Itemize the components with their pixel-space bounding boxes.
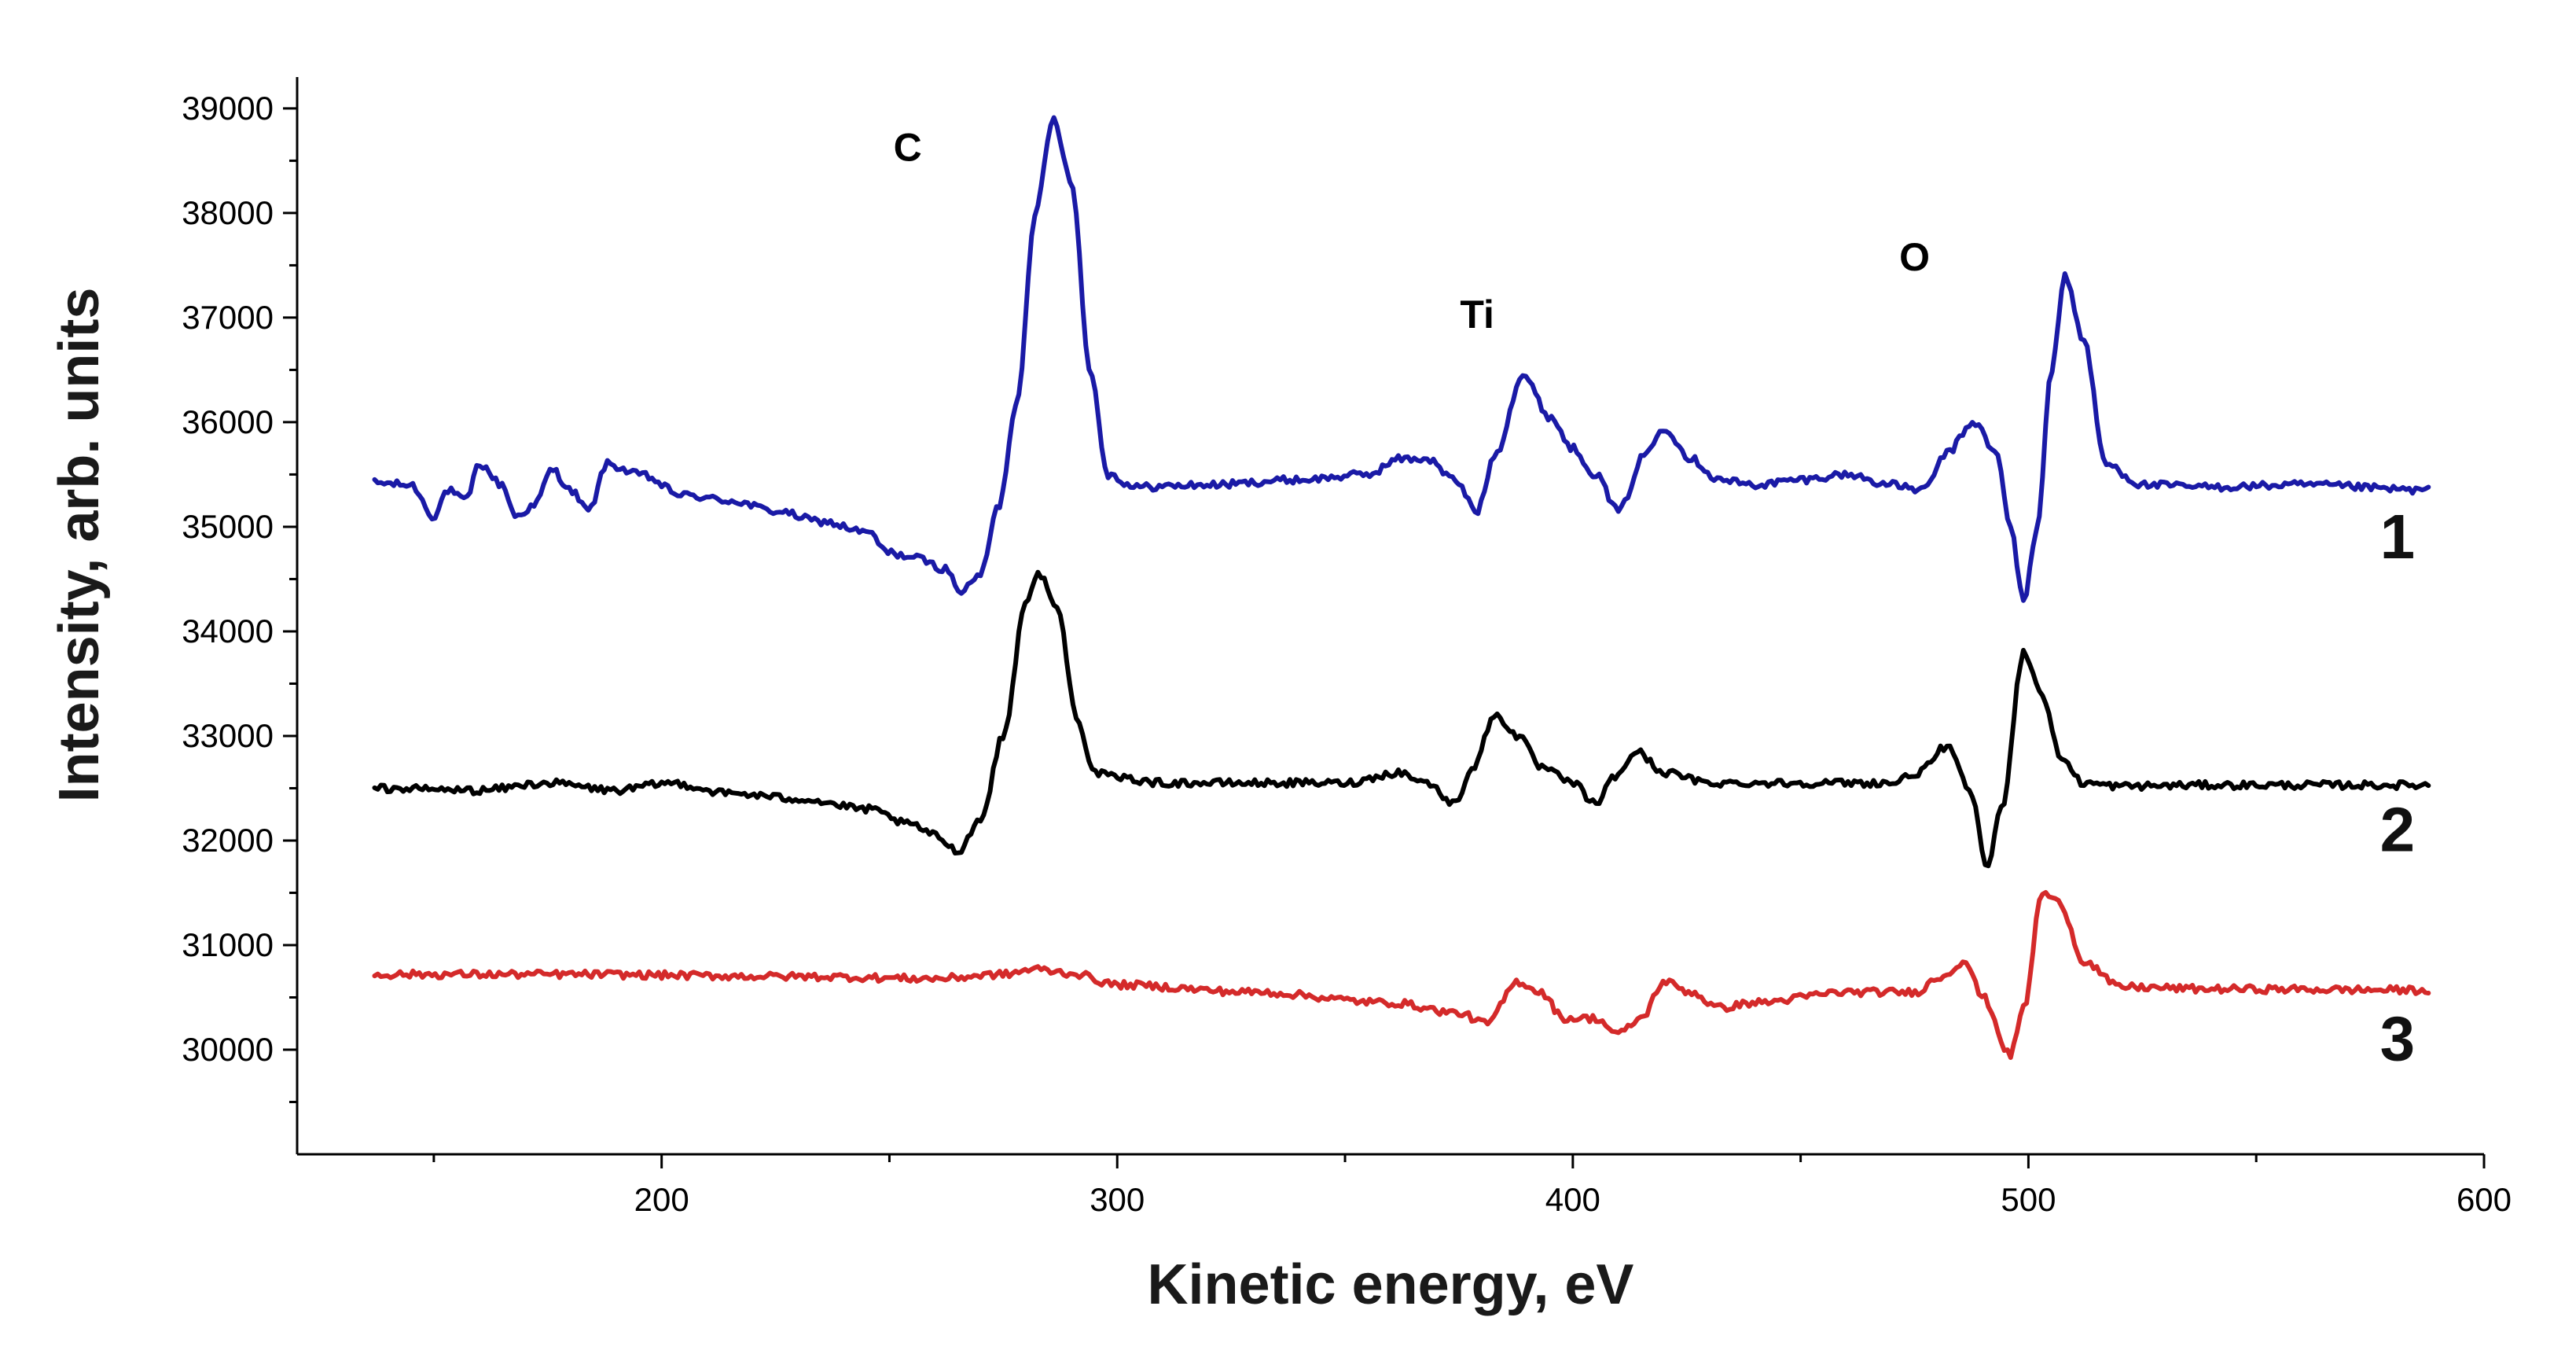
series-2-line bbox=[372, 569, 2431, 869]
x-tick-label: 300 bbox=[1090, 1181, 1145, 1218]
y-axis-ticks: 30000 31000 32000 33000 34000 35000 36000 37000… bbox=[182, 90, 297, 1103]
series-3-line bbox=[372, 890, 2431, 1060]
x-tick-label: 400 bbox=[1545, 1181, 1600, 1218]
y-axis-title: Intensity, arb. units bbox=[48, 288, 111, 803]
x-tick-label: 600 bbox=[2457, 1181, 2512, 1218]
y-tick-label: 33000 bbox=[182, 717, 274, 754]
series-1-line bbox=[372, 115, 2431, 603]
y-tick-label: 35000 bbox=[182, 508, 274, 545]
annotation-c: C bbox=[894, 125, 922, 169]
y-tick-label: 36000 bbox=[182, 403, 274, 440]
annotation-layer: C Ti O bbox=[894, 125, 1930, 337]
series-2-label: 2 bbox=[2380, 794, 2416, 864]
x-axis-title: Kinetic energy, eV bbox=[1148, 1253, 1634, 1316]
x-tick-label: 500 bbox=[2001, 1181, 2056, 1218]
annotation-ti: Ti bbox=[1460, 293, 1494, 337]
y-tick-label: 34000 bbox=[182, 613, 274, 649]
y-tick-label: 31000 bbox=[182, 926, 274, 963]
x-tick-label: 200 bbox=[634, 1181, 689, 1218]
series-layer: 1 2 3 bbox=[372, 115, 2431, 1073]
y-tick-label: 38000 bbox=[182, 194, 274, 231]
y-tick-label: 32000 bbox=[182, 822, 274, 859]
y-tick-label: 37000 bbox=[182, 299, 274, 336]
y-tick-label: 30000 bbox=[182, 1031, 274, 1068]
y-tick-label: 39000 bbox=[182, 90, 274, 127]
annotation-o: O bbox=[1899, 235, 1930, 279]
series-1-label: 1 bbox=[2380, 502, 2416, 572]
x-axis-ticks: 200 300 400 500 600 bbox=[432, 1154, 2512, 1218]
series-3-label: 3 bbox=[2380, 1003, 2416, 1073]
